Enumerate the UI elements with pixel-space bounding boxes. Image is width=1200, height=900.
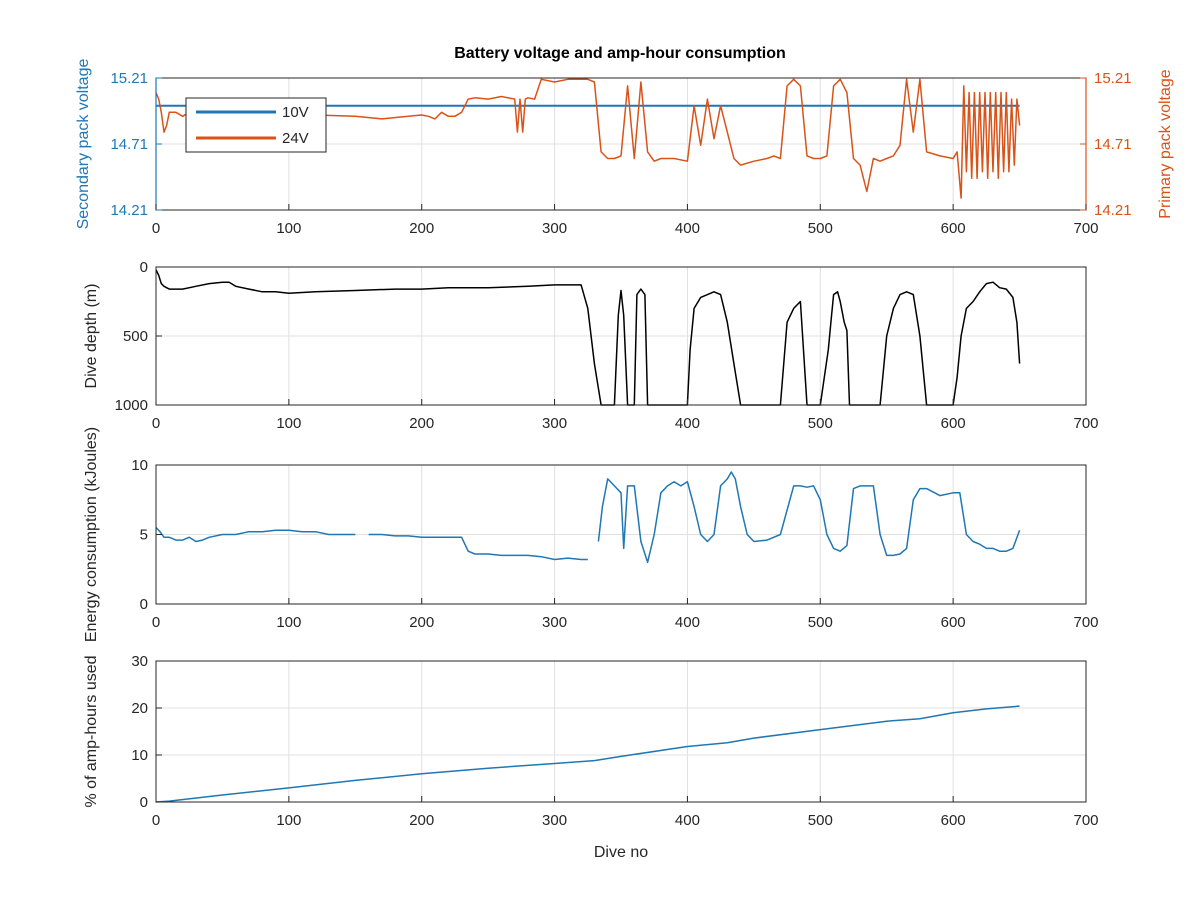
x-tick-label: 400: [675, 220, 700, 237]
x-tick-label: 300: [542, 415, 567, 432]
y-tick-label: 5: [140, 527, 148, 544]
subplot-4: 0 100 200 300 400 500 600 700 0 10 20 30 % of amp-ho…: [83, 653, 1099, 861]
x-tick-label: 200: [409, 220, 434, 237]
legend: 10V 24V: [185, 97, 327, 153]
x-tick-label: 400: [675, 415, 700, 432]
y-tick-label: 10: [131, 457, 148, 474]
y-tick-label: 1000: [115, 397, 148, 414]
y-tick-label: 30: [131, 653, 148, 670]
series-line-3-1: [155, 471, 1021, 564]
subplot-2: 0 100 200 300 400 500 600 700 0 500 1000 Dive depth…: [83, 259, 1099, 432]
series-line-24v: [155, 78, 1021, 199]
right-y-axis-label: Primary pack voltage: [1157, 69, 1174, 218]
y-tick-label: 0: [140, 259, 148, 276]
x-tick-label: 600: [941, 812, 966, 829]
x-tick-label: 600: [941, 220, 966, 237]
x-tick-label: 100: [276, 220, 301, 237]
y-axis-label: Secondary pack voltage: [75, 59, 92, 230]
x-tick-label: 500: [808, 614, 833, 631]
x-tick-label: 500: [808, 415, 833, 432]
legend-label-24v: 24V: [282, 130, 309, 147]
subplots-container: 0 100 200 300 400 500 600 70014.2114.7115.2114.…: [75, 59, 1174, 861]
x-tick-label: 600: [941, 415, 966, 432]
y-axis-label: Dive depth (m): [83, 284, 100, 389]
y-tick-label: 500: [123, 328, 148, 345]
y-axis-label: % of amp-hours used: [83, 655, 100, 807]
subplot-1: 0 100 200 300 400 500 600 70014.2114.7115.2114.…: [75, 59, 1174, 237]
x-tick-label: 100: [276, 415, 301, 432]
x-tick-label: 700: [1073, 220, 1098, 237]
figure-title: Battery voltage and amp-hour consumption: [454, 45, 786, 62]
x-tick-label: 300: [542, 812, 567, 829]
y-tick-label: 14.21: [110, 202, 148, 219]
x-tick-label: 700: [1073, 812, 1098, 829]
y-tick-label: 15.21: [110, 70, 148, 87]
x-tick-label: 0: [152, 812, 160, 829]
x-tick-label: 200: [409, 812, 434, 829]
x-tick-label: 700: [1073, 415, 1098, 432]
x-tick-label: 300: [542, 614, 567, 631]
y-tick-label: 14.71: [110, 136, 148, 153]
plot-area: [156, 661, 1086, 802]
x-tick-label: 0: [152, 220, 160, 237]
x-tick-label: 200: [409, 614, 434, 631]
x-tick-label: 500: [808, 220, 833, 237]
y-tick-label: 0: [140, 794, 148, 811]
legend-box: [185, 97, 327, 153]
x-tick-label: 300: [542, 220, 567, 237]
x-tick-label: 0: [152, 614, 160, 631]
y-tick-label: 10: [131, 747, 148, 764]
axes-box: [155, 660, 1087, 803]
x-tick-label: 600: [941, 614, 966, 631]
right-y-tick-label: 15.21: [1094, 70, 1132, 87]
y-tick-label: 0: [140, 596, 148, 613]
series-line-4-1: [155, 705, 1020, 803]
x-tick-label: 200: [409, 415, 434, 432]
right-y-tick-label: 14.21: [1094, 202, 1132, 219]
right-y-tick-label: 14.71: [1094, 136, 1132, 153]
subplot-3: 0 100 200 300 400 500 600 700 0 5 10 Energy consump…: [83, 427, 1099, 642]
x-tick-label: 500: [808, 812, 833, 829]
x-tick-label: 0: [152, 415, 160, 432]
y-tick-label: 20: [131, 700, 148, 717]
x-axis-label: Dive no: [594, 844, 648, 861]
series-line-2-1: [155, 269, 1021, 406]
x-tick-label: 400: [675, 812, 700, 829]
x-tick-label: 100: [276, 614, 301, 631]
x-tick-label: 100: [276, 812, 301, 829]
legend-label-10v: 10V: [282, 104, 309, 121]
x-tick-label: 700: [1073, 614, 1098, 631]
x-tick-label: 400: [675, 614, 700, 631]
y-axis-label: Energy consumption (kJoules): [83, 427, 100, 642]
